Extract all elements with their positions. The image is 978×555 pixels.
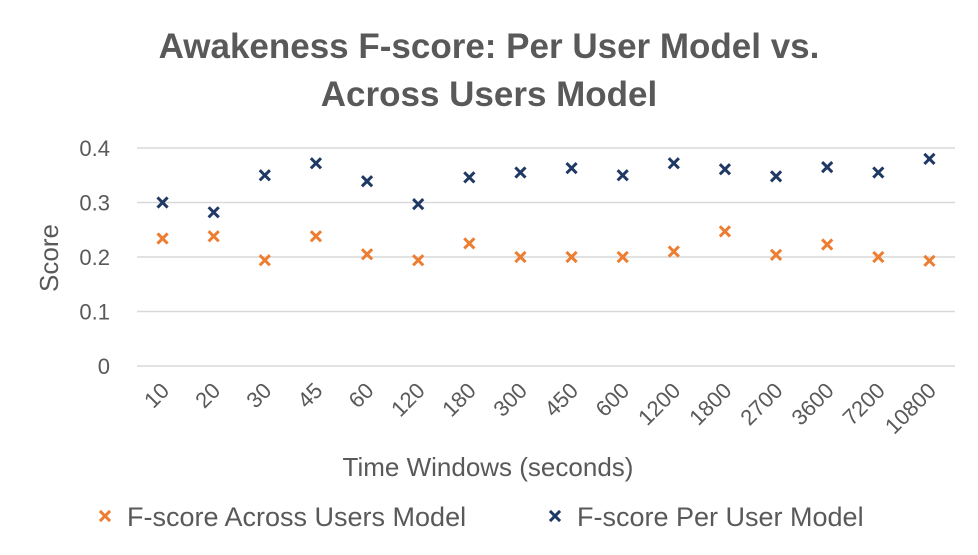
y-tick-label: 0.4 [79,136,110,161]
x-tick-label: 20 [190,378,225,413]
x-tick-label: 3600 [786,378,838,430]
y-tick-label: 0.1 [79,300,110,325]
data-point-series-1 [667,157,680,170]
y-tick-label: 0.2 [79,245,110,270]
data-point-series-0 [872,250,885,264]
chart-title-line-1: Awakeness F-score: Per User Model vs. [159,27,820,66]
data-point-series-1 [412,198,425,211]
data-point-series-1 [616,169,629,182]
data-point-series-0 [514,250,527,264]
x-tick-label: 10 [139,378,174,413]
data-point-series-0 [616,250,629,264]
x-tick-label: 1200 [633,378,685,430]
data-point-series-0 [718,225,732,238]
y-axis-ticks: 0 0.1 0.2 0.3 0.4 [79,136,110,379]
legend-label-series-0: F-score Across Users Model [127,502,466,532]
data-point-series-0 [463,237,476,250]
data-point-series-0 [667,245,680,258]
legend-marker-series-1 [548,509,562,523]
y-tick-label: 0.3 [79,191,110,216]
x-axis-ticks: 10 20 30 45 60 120 180 300 450 600120018002700360… [139,378,941,439]
x-tick-label: 30 [241,378,276,413]
data-point-series-0 [769,248,783,261]
data-markers [156,152,936,267]
data-point-series-1 [923,152,936,166]
chart-title: Awakeness F-score: Per User Model vs. Ac… [159,27,820,114]
y-axis-label: Score [34,224,64,292]
data-point-series-1 [207,206,220,219]
x-tick-label: 600 [591,378,635,422]
gridlines [137,147,955,367]
data-point-series-1 [156,196,169,209]
data-point-series-1 [565,162,578,175]
legend-label-series-1: F-score Per User Model [577,502,864,532]
data-point-series-0 [207,230,220,243]
y-tick-label: 0 [98,354,110,379]
data-point-series-1 [463,171,476,184]
data-point-series-0 [821,238,834,251]
x-tick-label: 10800 [880,378,941,439]
x-tick-label: 2700 [735,378,787,430]
data-point-series-1 [309,157,323,170]
data-point-series-0 [258,254,271,267]
data-point-series-0 [156,232,169,245]
data-point-series-1 [821,160,834,174]
x-axis-label: Time Windows (seconds) [343,452,634,482]
data-point-series-1 [258,169,271,182]
x-tick-label: 180 [437,378,481,422]
data-point-series-0 [360,248,374,261]
legend-marker-series-0 [98,509,112,523]
x-tick-label: 300 [488,378,532,422]
data-point-series-1 [872,166,885,179]
data-point-series-1 [514,166,527,179]
x-tick-label: 60 [344,378,379,413]
data-point-series-0 [565,250,578,264]
data-point-series-0 [309,230,323,243]
legend: F-score Across Users Model F-score Per Us… [98,502,864,532]
data-point-series-1 [769,170,783,183]
data-point-series-1 [360,175,374,188]
data-point-series-0 [923,254,936,267]
x-tick-label: 120 [386,378,430,422]
data-point-series-0 [412,254,425,267]
x-tick-label: 45 [292,378,327,413]
chart-title-line-2: Across Users Model [321,75,658,114]
x-tick-label: 450 [539,378,583,422]
data-point-series-1 [718,163,732,176]
x-tick-label: 1800 [684,378,736,430]
